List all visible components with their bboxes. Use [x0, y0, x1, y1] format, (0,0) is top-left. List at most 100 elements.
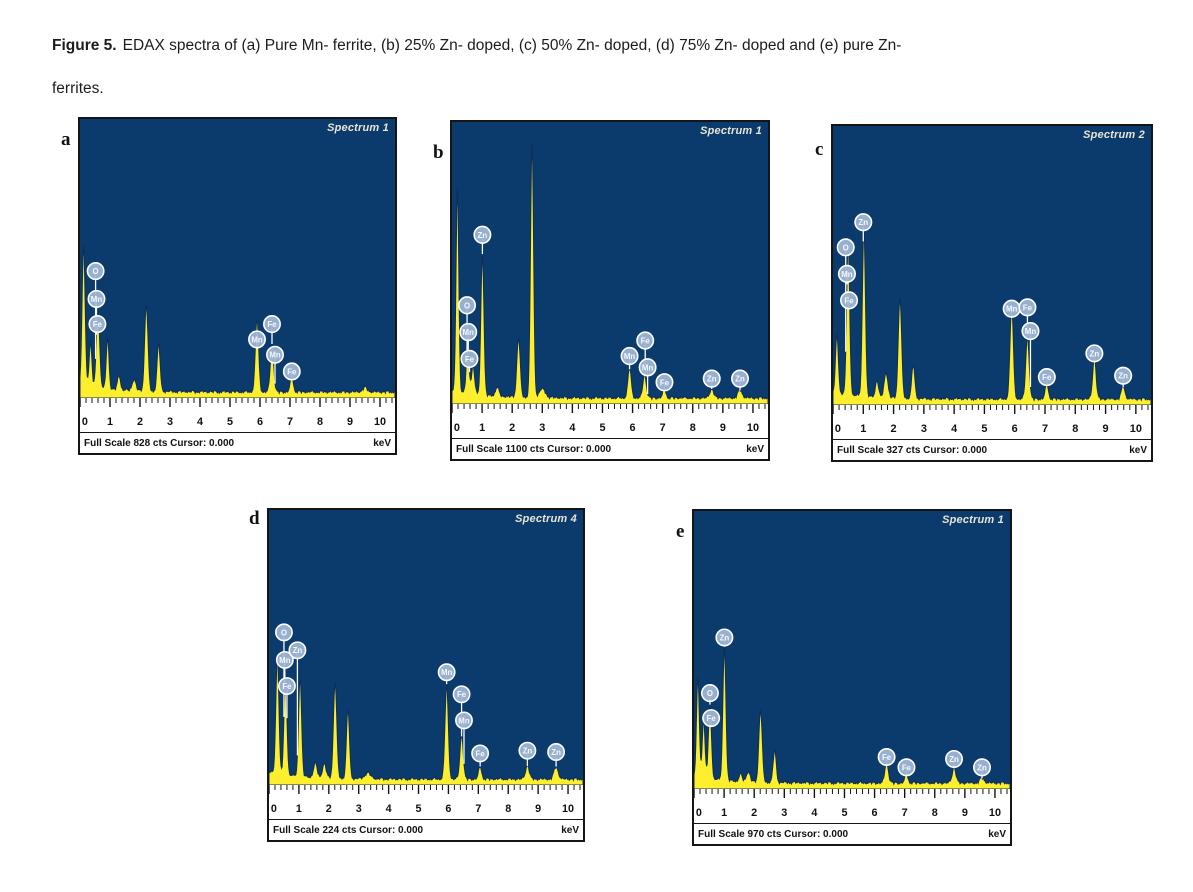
svg-text:6: 6: [872, 807, 878, 819]
panel-frame: Spectrum 1 Zn O Mn Fe Mn Fe Mn Fe Zn Zn 0 1 2 3 4 5 6 7 8…: [450, 120, 770, 461]
svg-text:0: 0: [835, 423, 841, 435]
svg-text:2: 2: [509, 422, 515, 434]
x-axis-ticks-svg: 0 1 2 3 4 5 6 7 8 9 10: [80, 398, 393, 428]
panel-frame: Spectrum 1 O Mn Fe Mn Fe Mn Fe 0 1 2 3 4 5 6 7 8 9 10 Fu…: [78, 117, 397, 455]
panel-letter: a: [61, 129, 71, 150]
svg-text:Mn: Mn: [458, 716, 470, 725]
svg-text:Zn: Zn: [949, 755, 959, 764]
svg-text:10: 10: [562, 803, 574, 815]
x-axis-ruler: 0 1 2 3 4 5 6 7 8 9 10: [269, 785, 583, 819]
svg-text:Fe: Fe: [476, 749, 486, 758]
svg-text:Fe: Fe: [707, 714, 717, 723]
svg-text:6: 6: [445, 803, 451, 815]
kev-unit-label: keV: [373, 437, 391, 449]
x-axis-ruler: 0 1 2 3 4 5 6 7 8 9 10: [80, 398, 395, 432]
spectrum-plot-area: Spectrum 2 O Zn Mn Fe Mn Fe Mn Fe Zn Zn: [833, 126, 1151, 405]
svg-text:10: 10: [747, 422, 759, 434]
full-scale-text: Full Scale 327 cts Cursor: 0.000: [837, 444, 988, 456]
svg-text:3: 3: [539, 422, 545, 434]
spectrum-label: Spectrum 4: [515, 513, 577, 525]
svg-text:Fe: Fe: [902, 763, 912, 772]
kev-unit-label: keV: [1129, 444, 1147, 456]
svg-text:Fe: Fe: [1023, 303, 1033, 312]
svg-text:Mn: Mn: [624, 352, 636, 361]
svg-text:8: 8: [932, 807, 938, 819]
svg-text:O: O: [93, 267, 99, 276]
svg-text:Zn: Zn: [1118, 372, 1128, 381]
status-bar: Full Scale 1100 cts Cursor: 0.000 keV: [452, 438, 768, 459]
kev-unit-label: keV: [746, 443, 764, 455]
edax-panel-a: a Spectrum 1 O Mn Fe Mn Fe Mn Fe 0 1 2 3 4 5 6 7 8 9 10 …: [61, 117, 397, 455]
x-axis-ruler: 0 1 2 3 4 5 6 7 8 9 10: [833, 405, 1151, 439]
svg-text:3: 3: [356, 803, 362, 815]
x-axis-ticks-svg: 0 1 2 3 4 5 6 7 8 9 10: [269, 785, 581, 815]
svg-text:9: 9: [720, 422, 726, 434]
svg-text:Mn: Mn: [251, 335, 263, 344]
svg-text:Zn: Zn: [707, 375, 717, 384]
svg-text:8: 8: [1072, 423, 1078, 435]
spectrum-plot-svg: O Zn Mn Fe Mn Fe Mn Fe Zn Zn: [833, 213, 1151, 405]
spectrum-plot-svg: Zn O Mn Fe Mn Fe Mn Fe Zn Zn: [452, 143, 768, 404]
svg-text:10: 10: [1130, 423, 1142, 435]
svg-text:1: 1: [479, 422, 485, 434]
svg-text:Mn: Mn: [441, 668, 453, 677]
svg-text:Zn: Zn: [858, 218, 868, 227]
x-axis-ticks-svg: 0 1 2 3 4 5 6 7 8 9 10: [452, 404, 766, 434]
svg-text:3: 3: [921, 423, 927, 435]
svg-text:Mn: Mn: [1025, 327, 1037, 336]
spectrum-label: Spectrum 1: [327, 122, 389, 134]
panel-letter: c: [815, 139, 824, 160]
svg-text:Fe: Fe: [93, 320, 103, 329]
svg-text:Fe: Fe: [882, 753, 892, 762]
x-axis-ruler: 0 1 2 3 4 5 6 7 8 9 10: [452, 404, 768, 438]
svg-text:2: 2: [326, 803, 332, 815]
svg-text:Zn: Zn: [478, 231, 488, 240]
svg-text:O: O: [464, 301, 470, 310]
panel-letter: b: [433, 142, 444, 163]
svg-text:Zn: Zn: [293, 646, 303, 655]
svg-text:9: 9: [347, 416, 353, 428]
full-scale-text: Full Scale 970 cts Cursor: 0.000: [698, 828, 849, 840]
svg-text:Fe: Fe: [457, 690, 467, 699]
spectrum-plot-svg: Zn O Fe Fe Fe Zn Zn: [694, 628, 1010, 789]
svg-text:8: 8: [690, 422, 696, 434]
svg-text:1: 1: [860, 423, 866, 435]
svg-text:9: 9: [535, 803, 541, 815]
spectrum-label: Spectrum 1: [700, 125, 762, 137]
svg-text:Fe: Fe: [660, 378, 670, 387]
svg-text:Fe: Fe: [267, 320, 277, 329]
status-bar: Full Scale 828 cts Cursor: 0.000 keV: [80, 432, 395, 453]
spectrum-plot-area: Spectrum 4 O Mn Zn Fe Mn Fe Mn Fe Zn Zn: [269, 510, 583, 785]
svg-text:4: 4: [951, 423, 958, 435]
status-bar: Full Scale 970 cts Cursor: 0.000 keV: [694, 823, 1010, 844]
figure-caption-line1: EDAX spectra of (a) Pure Mn- ferrite, (b…: [122, 36, 902, 54]
svg-text:6: 6: [630, 422, 636, 434]
svg-text:5: 5: [981, 423, 987, 435]
figure-caption-line2: ferrites.: [52, 79, 104, 97]
status-bar: Full Scale 224 cts Cursor: 0.000 keV: [269, 819, 583, 840]
full-scale-text: Full Scale 224 cts Cursor: 0.000: [273, 824, 424, 836]
x-axis-ticks-svg: 0 1 2 3 4 5 6 7 8 9 10: [694, 789, 1008, 819]
svg-text:Mn: Mn: [463, 328, 475, 337]
svg-text:Fe: Fe: [465, 355, 475, 364]
panel-letter: e: [676, 521, 685, 542]
svg-text:7: 7: [902, 807, 908, 819]
panel-letter: d: [249, 508, 260, 529]
figure-caption-number: Figure 5.: [52, 36, 117, 54]
svg-text:Fe: Fe: [282, 682, 292, 691]
svg-text:Fe: Fe: [641, 337, 651, 346]
svg-text:0: 0: [271, 803, 277, 815]
svg-text:Mn: Mn: [1006, 305, 1018, 314]
svg-text:1: 1: [107, 416, 113, 428]
svg-text:Mn: Mn: [279, 656, 291, 665]
spectrum-label: Spectrum 1: [942, 514, 1004, 526]
svg-text:5: 5: [416, 803, 422, 815]
svg-text:5: 5: [599, 422, 605, 434]
svg-text:2: 2: [891, 423, 897, 435]
full-scale-text: Full Scale 828 cts Cursor: 0.000: [84, 437, 235, 449]
spectrum-plot-area: Spectrum 1 O Mn Fe Mn Fe Mn Fe: [80, 119, 395, 398]
svg-text:6: 6: [257, 416, 263, 428]
spectrum-plot-svg: O Mn Fe Mn Fe Mn Fe: [80, 245, 395, 398]
